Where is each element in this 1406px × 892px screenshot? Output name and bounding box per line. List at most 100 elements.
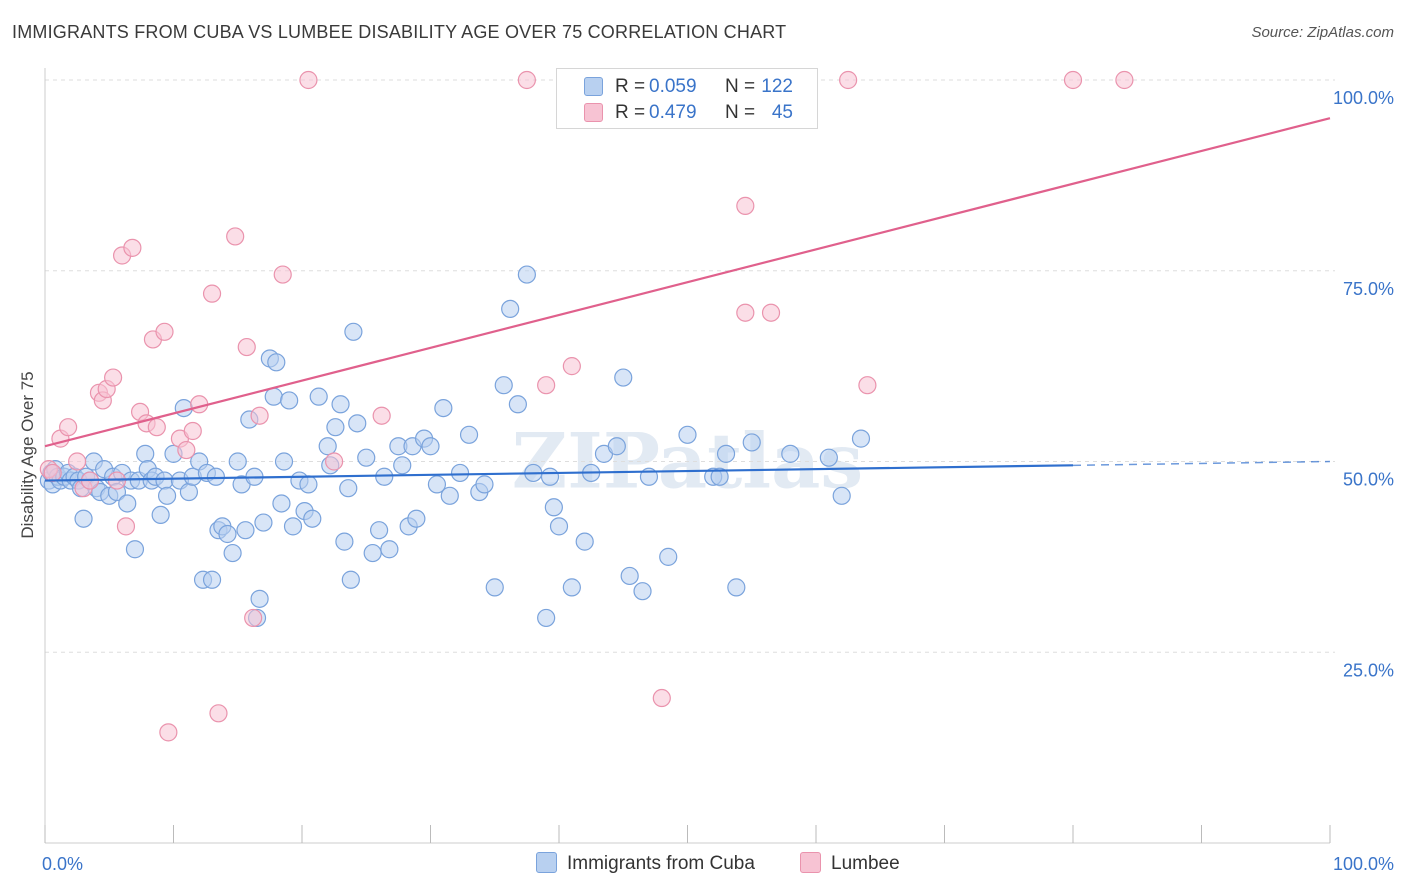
cuba-point [335, 532, 354, 551]
legend-item-lumbee[interactable]: Lumbee [800, 852, 900, 875]
cuba-point [303, 509, 322, 528]
lumbee-point [858, 376, 877, 395]
cuba-point [562, 578, 581, 597]
cuba-point [267, 353, 286, 372]
chart-title: IMMIGRANTS FROM CUBA VS LUMBEE DISABILIT… [12, 22, 787, 42]
cuba-point [236, 521, 255, 540]
cuba-point [851, 429, 871, 448]
y-tick-label: 25.0% [1343, 660, 1394, 680]
cuba-point [348, 414, 367, 433]
lumbee-swatch [584, 103, 603, 122]
cuba-point [223, 543, 242, 563]
cuba-point [274, 452, 294, 471]
x-tick-label: 100.0% [1333, 854, 1394, 874]
cuba-point [475, 475, 494, 494]
lumbee-point [839, 70, 858, 90]
cuba-point [339, 479, 358, 498]
cuba-point [318, 437, 337, 456]
n-value: 122 [761, 76, 793, 97]
cuba-point [218, 524, 237, 544]
lumbee-point [123, 238, 142, 257]
n-label: N = [725, 76, 756, 97]
cuba-point [485, 578, 504, 597]
cuba-point [716, 444, 736, 463]
cuba-point [228, 452, 247, 471]
cuba-point [331, 395, 350, 414]
lumbee-point [226, 227, 245, 246]
lumbee-point [652, 688, 671, 708]
cuba-point [501, 299, 520, 318]
lumbee-point [761, 303, 781, 322]
cuba-point [363, 543, 382, 563]
cuba-point [742, 433, 761, 452]
lumbee-point [202, 284, 222, 303]
cuba-point [326, 418, 345, 437]
cuba-point [494, 376, 513, 395]
cuba-point [421, 437, 440, 456]
lumbee-point [147, 418, 166, 437]
x-tick-label: 0.0% [42, 854, 83, 874]
lumbee-point [273, 265, 292, 284]
cuba-point [517, 265, 536, 284]
cuba-point [155, 471, 174, 490]
lumbee-point [299, 70, 318, 90]
y-tick-label: 75.0% [1343, 279, 1394, 299]
lumbee-trendline [44, 117, 1331, 448]
cuba-point [620, 566, 639, 586]
lumbee-point [104, 368, 123, 387]
stats-legend: R = 0.059 N = 122 R = 0.479 N = 45 [556, 68, 818, 129]
lumbee-point [372, 406, 391, 425]
cuba-point [549, 517, 569, 536]
cuba-point [157, 486, 177, 505]
cuba-point [254, 513, 273, 532]
cuba-point [407, 509, 426, 528]
cuba-point [136, 444, 155, 463]
cuba-point [575, 532, 594, 551]
r-value: 0.059 [649, 76, 697, 97]
lumbee-point [325, 452, 344, 471]
cuba-point [710, 467, 729, 486]
n-value: 45 [771, 102, 793, 123]
cuba-point [206, 467, 226, 486]
cuba-point [450, 463, 470, 483]
cuba-point [74, 509, 93, 528]
lumbee-point [43, 463, 62, 483]
cuba-point [434, 398, 453, 418]
cuba-point [781, 444, 800, 463]
cuba-point [832, 486, 851, 505]
cuba-point [202, 570, 222, 589]
cuba-swatch [584, 77, 603, 96]
cuba-point [283, 517, 303, 536]
lumbee-point [59, 418, 78, 437]
cuba-point [427, 475, 447, 494]
legend-label: Lumbee [831, 853, 900, 874]
cuba-point [440, 486, 459, 505]
lumbee-point [237, 337, 256, 357]
lumbee-point [537, 376, 556, 395]
cuba-point [344, 322, 363, 341]
legend-item-cuba[interactable]: Immigrants from Cuba [536, 852, 755, 875]
lumbee-point [183, 421, 202, 441]
cuba-point [125, 540, 145, 559]
cuba-point [678, 425, 697, 444]
cuba-legend-swatch [536, 852, 557, 873]
cuba-point [380, 540, 399, 559]
r-value: 0.479 [649, 102, 697, 123]
lumbee-point [736, 196, 755, 215]
cuba-point [370, 521, 389, 540]
source-label: Source: ZipAtlas.com [1251, 24, 1394, 41]
cuba-point [540, 467, 560, 486]
cuba-point [299, 475, 318, 494]
cuba-point [727, 578, 746, 597]
cuba-point [118, 494, 137, 513]
n-label: N = [725, 102, 756, 123]
lumbee-point [250, 406, 269, 425]
lumbee-legend-swatch [800, 852, 821, 873]
cuba-point [393, 456, 412, 475]
cuba-point [537, 608, 556, 628]
y-tick-label: 50.0% [1343, 470, 1394, 490]
cuba-point [151, 505, 170, 525]
cuba-point [250, 589, 269, 608]
lumbee-point [1115, 70, 1134, 90]
